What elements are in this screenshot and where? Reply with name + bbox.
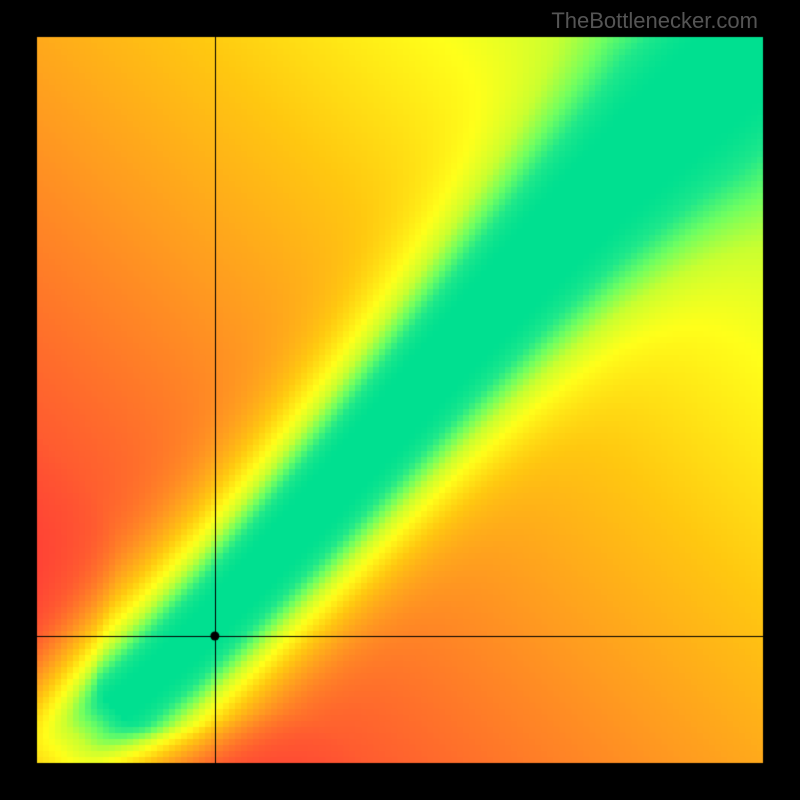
bottleneck-heatmap xyxy=(0,0,800,800)
chart-container: TheBottlenecker.com xyxy=(0,0,800,800)
watermark-label: TheBottlenecker.com xyxy=(551,8,758,34)
